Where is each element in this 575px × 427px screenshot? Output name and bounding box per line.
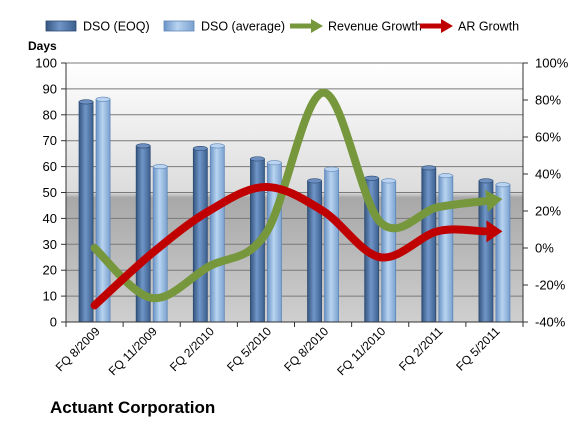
bar-cap bbox=[364, 175, 379, 181]
bar-cap bbox=[324, 166, 339, 172]
bar-cap bbox=[135, 143, 151, 149]
bar-cap bbox=[495, 182, 511, 188]
legend-label-dso-eoq-: DSO (EOQ) bbox=[83, 20, 150, 34]
x-tick-label: FQ 8/2010 bbox=[281, 324, 331, 374]
bar-cap bbox=[152, 164, 168, 170]
legend: DSO (EOQ) DSO (average) Revenue Growth AR G… bbox=[45, 19, 519, 34]
legend-swatch-dso-average- bbox=[163, 20, 195, 32]
x-tick-label: FQ 5/2010 bbox=[224, 324, 274, 374]
x-tick-label: FQ 2/2010 bbox=[167, 324, 217, 374]
y2-tick-label: -40% bbox=[535, 315, 566, 330]
bar bbox=[421, 167, 437, 323]
y-tick-label: 90 bbox=[43, 81, 57, 96]
x-tick-label: FQ 11/2010 bbox=[334, 324, 388, 378]
legend-label-dso-average-: DSO (average) bbox=[201, 20, 285, 34]
bar-cap bbox=[307, 178, 322, 184]
lines bbox=[90, 88, 503, 310]
y-tick-label: 80 bbox=[43, 107, 57, 122]
bar bbox=[438, 175, 454, 323]
y-tick-label: 20 bbox=[43, 263, 57, 278]
bar-cap bbox=[438, 173, 454, 179]
x-tick-label: FQ 2/2011 bbox=[396, 324, 446, 374]
revenue-growth-line bbox=[90, 88, 489, 303]
x-tick-label: FQ 8/2009 bbox=[53, 324, 103, 374]
bar bbox=[209, 145, 225, 323]
bar-cap bbox=[421, 165, 437, 171]
legend-swatch-dso-eoq- bbox=[45, 20, 77, 32]
y-tick-label: 100 bbox=[35, 56, 57, 71]
bar-cap bbox=[78, 99, 94, 105]
x-tick-label: FQ 11/2009 bbox=[106, 324, 160, 378]
bar-cap bbox=[267, 160, 282, 166]
ar-growth-line bbox=[90, 182, 489, 310]
y-tick-label: 60 bbox=[43, 159, 57, 174]
x-axis-ticks: FQ 8/2009 FQ 11/2009 FQ 2/2010 FQ 5/2010 FQ … bbox=[53, 322, 524, 378]
y-tick-label: 10 bbox=[43, 289, 57, 304]
y-tick-label: 30 bbox=[43, 237, 57, 252]
y-tick-label: 50 bbox=[43, 185, 57, 200]
bar-cap bbox=[210, 143, 225, 149]
y2-tick-label: -20% bbox=[535, 278, 566, 293]
bar-cap bbox=[250, 156, 265, 162]
x-tick-label: FQ 5/2011 bbox=[453, 324, 503, 374]
bar bbox=[495, 184, 511, 323]
bar-cap bbox=[381, 178, 396, 184]
bar bbox=[78, 101, 94, 323]
y-axis-ticks: 0 10 20 30 40 50 60 70 80 90 100 bbox=[35, 56, 66, 330]
y-tick-label: 70 bbox=[43, 133, 57, 148]
y-tick-label: 40 bbox=[43, 211, 57, 226]
bar-cap bbox=[478, 178, 494, 184]
ar-growth-arrowhead bbox=[486, 220, 503, 243]
bar-cap bbox=[95, 96, 111, 102]
y-tick-label: 0 bbox=[50, 315, 57, 330]
bar bbox=[192, 148, 208, 323]
legend-label-revenue-growth: Revenue Growth bbox=[328, 20, 422, 34]
bar-cap bbox=[193, 145, 208, 151]
revenue-growth-arrowhead bbox=[485, 190, 503, 212]
y2-tick-label: 40% bbox=[535, 167, 561, 182]
y-axis-title: Days bbox=[28, 39, 57, 53]
legend-arrow-ar-growth bbox=[441, 19, 453, 33]
y2-tick-label: 100% bbox=[535, 56, 569, 71]
y2-tick-label: 20% bbox=[535, 204, 561, 219]
y2-tick-label: 0% bbox=[535, 241, 554, 256]
legend-arrow-revenue-growth bbox=[311, 19, 323, 33]
y2-tick-label: 80% bbox=[535, 93, 561, 108]
bar bbox=[324, 168, 339, 323]
y2-axis-ticks: -40% -20% 0% 20% 40% 60% 80% 100% bbox=[523, 56, 569, 330]
legend-label-ar-growth: AR Growth bbox=[458, 20, 519, 34]
chart-title: Actuant Corporation bbox=[50, 398, 216, 417]
y2-tick-label: 60% bbox=[535, 130, 561, 145]
